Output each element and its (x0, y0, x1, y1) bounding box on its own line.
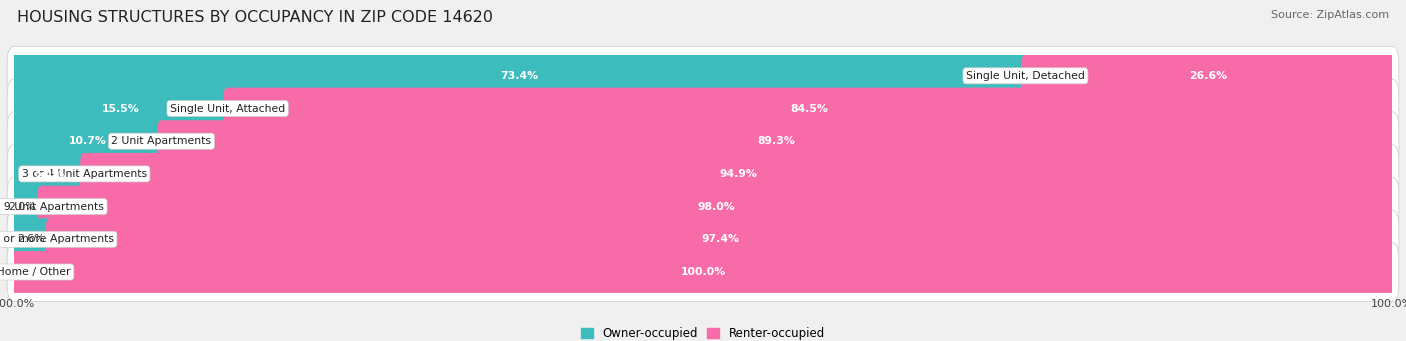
FancyBboxPatch shape (7, 112, 1399, 170)
FancyBboxPatch shape (7, 145, 1399, 203)
Text: 5.1%: 5.1% (34, 169, 65, 179)
Text: 2.0%: 2.0% (8, 202, 37, 212)
Text: 100.0%: 100.0% (681, 267, 725, 277)
FancyBboxPatch shape (10, 153, 89, 195)
FancyBboxPatch shape (38, 186, 1396, 227)
Text: 2.6%: 2.6% (17, 234, 45, 244)
FancyBboxPatch shape (157, 120, 1396, 162)
FancyBboxPatch shape (10, 186, 46, 227)
FancyBboxPatch shape (7, 242, 1399, 301)
Text: 10 or more Apartments: 10 or more Apartments (0, 234, 114, 244)
FancyBboxPatch shape (7, 79, 1399, 138)
FancyBboxPatch shape (80, 153, 1396, 195)
Text: 84.5%: 84.5% (790, 104, 828, 114)
FancyBboxPatch shape (224, 88, 1396, 130)
Text: 89.3%: 89.3% (758, 136, 796, 146)
Text: 15.5%: 15.5% (103, 104, 139, 114)
Text: 98.0%: 98.0% (697, 202, 735, 212)
FancyBboxPatch shape (10, 88, 232, 130)
Text: 97.4%: 97.4% (702, 234, 740, 244)
Text: Mobile Home / Other: Mobile Home / Other (0, 267, 70, 277)
Text: HOUSING STRUCTURES BY OCCUPANCY IN ZIP CODE 14620: HOUSING STRUCTURES BY OCCUPANCY IN ZIP C… (17, 10, 494, 25)
FancyBboxPatch shape (10, 55, 1029, 97)
Text: 94.9%: 94.9% (720, 169, 756, 179)
FancyBboxPatch shape (10, 120, 166, 162)
Text: 5 to 9 Unit Apartments: 5 to 9 Unit Apartments (0, 202, 104, 212)
FancyBboxPatch shape (10, 218, 53, 260)
Text: 10.7%: 10.7% (69, 136, 107, 146)
Text: Single Unit, Attached: Single Unit, Attached (170, 104, 285, 114)
FancyBboxPatch shape (7, 210, 1399, 269)
Text: 2 Unit Apartments: 2 Unit Apartments (111, 136, 211, 146)
FancyBboxPatch shape (1021, 55, 1396, 97)
FancyBboxPatch shape (10, 251, 1396, 293)
Text: 3 or 4 Unit Apartments: 3 or 4 Unit Apartments (21, 169, 146, 179)
Text: 73.4%: 73.4% (501, 71, 538, 81)
FancyBboxPatch shape (7, 46, 1399, 105)
FancyBboxPatch shape (46, 218, 1396, 260)
Legend: Owner-occupied, Renter-occupied: Owner-occupied, Renter-occupied (581, 327, 825, 340)
Text: 26.6%: 26.6% (1189, 71, 1227, 81)
FancyBboxPatch shape (7, 177, 1399, 236)
Text: Single Unit, Detached: Single Unit, Detached (966, 71, 1085, 81)
Text: Source: ZipAtlas.com: Source: ZipAtlas.com (1271, 10, 1389, 20)
